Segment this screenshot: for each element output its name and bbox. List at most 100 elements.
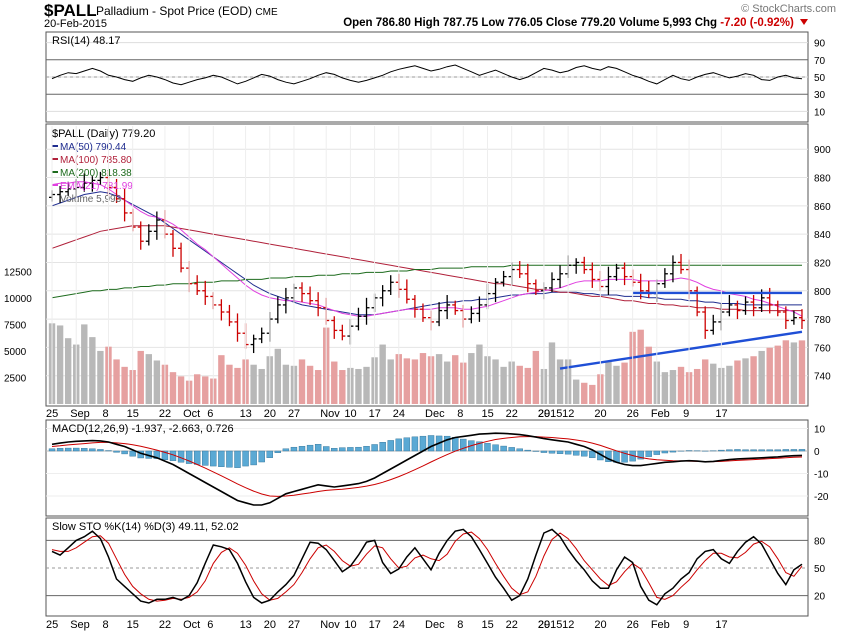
macd-histogram-bar xyxy=(250,450,257,466)
volume-value: 5,993 xyxy=(662,17,692,29)
volume-bar xyxy=(169,372,177,404)
macd-histogram-bar xyxy=(266,450,273,458)
volume-bar xyxy=(589,384,596,404)
macd-histogram-bar xyxy=(339,447,346,452)
volume-bar xyxy=(202,376,209,404)
x-tick-label-bottom: Oct xyxy=(183,619,200,631)
price-tick-label: 860 xyxy=(814,202,831,213)
macd-line xyxy=(51,432,803,506)
price-tick-label: 900 xyxy=(814,145,831,156)
volume-bar xyxy=(64,338,72,404)
x-tick-label-bottom: 17 xyxy=(369,619,381,631)
macd-histogram-bar xyxy=(548,450,556,454)
volume-tick-label: 2500 xyxy=(4,373,27,384)
volume-bar xyxy=(452,355,459,404)
macd-histogram-bar xyxy=(508,447,515,452)
x-tick-label-bottom: 15 xyxy=(127,619,139,631)
macd-histogram-bar xyxy=(589,450,596,458)
symbol-title: $PALL xyxy=(44,1,97,20)
macd-histogram-bar xyxy=(89,448,96,452)
macd-histogram-bar xyxy=(621,450,628,463)
volume-bar xyxy=(581,382,588,404)
macd-histogram-bar xyxy=(653,450,661,455)
volume-bar xyxy=(500,366,507,404)
volume-bar xyxy=(750,356,757,404)
macd-histogram-bar xyxy=(113,450,120,453)
volume-bar xyxy=(403,358,411,404)
volume-bar xyxy=(121,366,128,404)
x-tick-label: 22 xyxy=(159,408,171,420)
x-tick-label-bottom: 8 xyxy=(102,619,108,631)
macd-histogram-bar xyxy=(323,446,330,452)
macd-histogram-bar xyxy=(48,448,56,452)
down-arrow-icon xyxy=(800,19,808,25)
macd-histogram-bar xyxy=(443,435,451,452)
x-tick-label: 2015 xyxy=(538,408,562,420)
volume-bar xyxy=(331,361,338,404)
chg-label: Chg xyxy=(694,17,718,29)
x-tick-label: 9 xyxy=(683,408,689,420)
volume-bar xyxy=(782,340,790,404)
volume-bar xyxy=(605,361,612,404)
volume-bar xyxy=(355,368,362,404)
macd-histogram-bar xyxy=(581,450,588,457)
macd-histogram-bar xyxy=(153,450,161,459)
low-label: Low xyxy=(481,17,505,29)
sto-panel xyxy=(45,517,809,617)
macd-histogram-bar xyxy=(758,449,765,452)
volume-bar xyxy=(314,370,322,404)
volume-bar xyxy=(645,346,652,404)
volume-bar xyxy=(363,366,370,404)
volume-bar xyxy=(435,354,443,404)
volume-label: Volume xyxy=(618,17,660,29)
ma-legend-label: MA(100) 785.80 xyxy=(60,155,132,166)
x-tick-label: 17 xyxy=(715,408,727,420)
volume-bar xyxy=(524,367,531,404)
x-tick-label: 26 xyxy=(627,408,639,420)
watermark: © StockCharts.com xyxy=(741,3,836,15)
macd-histogram-bar xyxy=(64,447,72,452)
x-tick-label-bottom: 20 xyxy=(264,619,276,631)
volume-bar xyxy=(411,359,419,404)
x-tick-label-bottom: 25 xyxy=(46,619,58,631)
macd-tick-label: -10 xyxy=(814,470,829,481)
volume-bar xyxy=(468,353,475,404)
macd-legend: MACD(12,26,9) -1.937, -2.663, 0.726 xyxy=(52,423,234,435)
macd-histogram-bar xyxy=(290,446,298,452)
volume-bar xyxy=(250,364,257,404)
chart-date: 20-Feb-2015 xyxy=(44,18,107,30)
x-tick-label: Dec xyxy=(425,408,445,420)
macd-histogram-bar xyxy=(460,438,467,452)
ma-legend-label: MA(200) 818.38 xyxy=(60,168,132,179)
x-tick-label-bottom: Feb xyxy=(651,619,670,631)
x-tick-label: 12 xyxy=(562,408,574,420)
macd-histogram-bar xyxy=(492,444,499,452)
ma-line-2 xyxy=(51,264,802,299)
quote-summary: Open 786.80 High 787.75 Low 776.05 Close… xyxy=(343,17,808,29)
macd-tick-label: 0 xyxy=(814,447,820,458)
macd-histogram-bar xyxy=(452,437,459,452)
volume-bar xyxy=(443,361,451,404)
rsi-tick-label: 70 xyxy=(814,56,826,67)
x-tick-label: 22 xyxy=(506,408,518,420)
rsi-legend: RSI(14) 48.17 xyxy=(52,35,120,47)
volume-bar xyxy=(548,342,556,404)
volume-bar xyxy=(306,365,314,404)
macd-histogram-bar xyxy=(661,450,669,454)
volume-bar xyxy=(81,324,88,404)
x-tick-label-bottom: 17 xyxy=(715,619,727,631)
macd-histogram-bar xyxy=(242,450,249,467)
macd-histogram-bar xyxy=(193,450,201,465)
volume-bar xyxy=(766,347,773,404)
x-tick-label-bottom: Dec xyxy=(425,619,445,631)
macd-histogram-bar xyxy=(97,449,104,452)
low-value: 776.05 xyxy=(507,17,543,29)
macd-histogram-bar xyxy=(258,450,265,463)
volume-bar xyxy=(734,360,741,404)
volume-bar xyxy=(790,342,798,404)
macd-histogram-bar xyxy=(637,450,644,460)
macd-histogram-bar xyxy=(500,445,507,452)
open-value: 786.80 xyxy=(375,17,411,29)
volume-bar xyxy=(492,359,499,404)
